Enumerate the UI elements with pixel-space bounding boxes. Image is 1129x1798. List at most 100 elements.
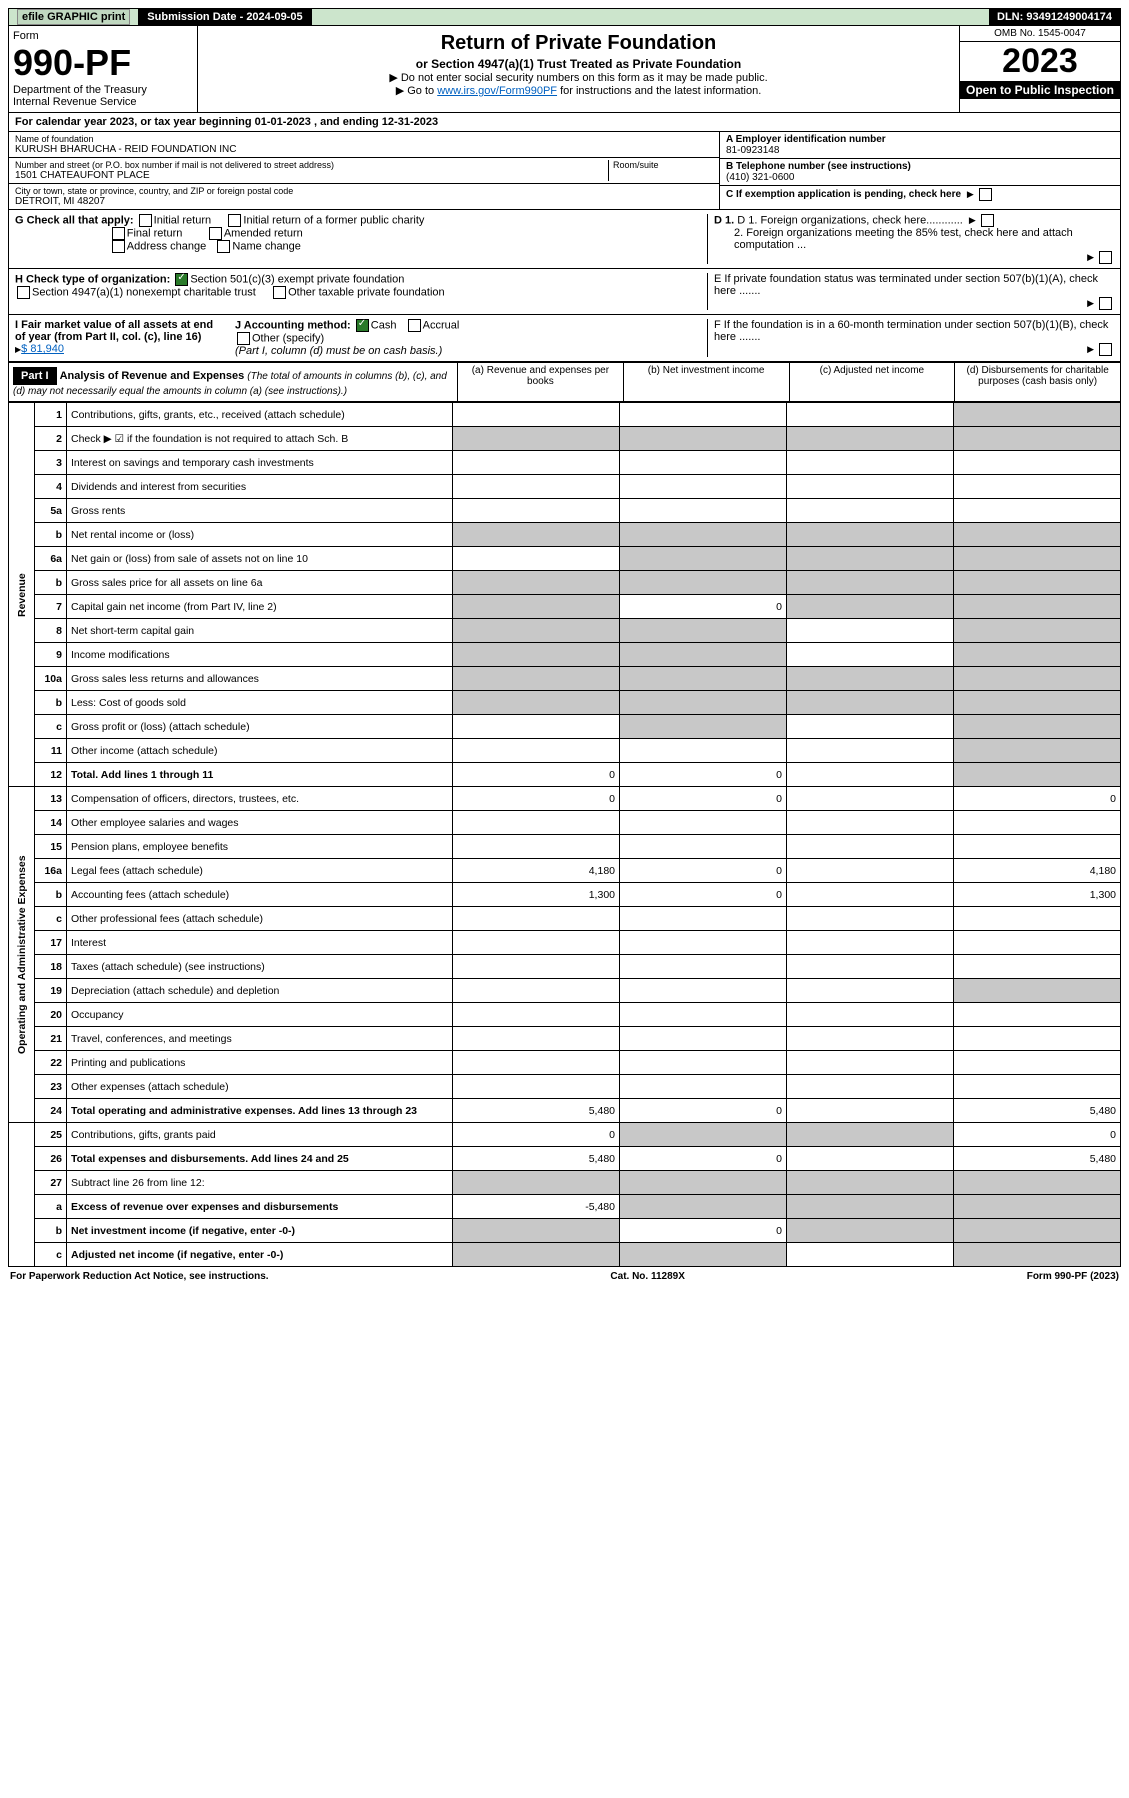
other-method-checkbox[interactable]: [237, 332, 250, 345]
line-desc: Net investment income (if negative, ente…: [67, 1219, 453, 1243]
cell-value: [453, 499, 620, 523]
cell-value: [453, 1075, 620, 1099]
foundation-city: DETROIT, MI 48207: [15, 196, 713, 207]
cell-value: -5,480: [453, 1195, 620, 1219]
line-no: 15: [35, 835, 67, 859]
initial-return-checkbox[interactable]: [139, 214, 152, 227]
line-no: c: [35, 907, 67, 931]
line-desc: Occupancy: [67, 1003, 453, 1027]
line-no: 14: [35, 811, 67, 835]
cell-shaded: [954, 619, 1121, 643]
calendar-year: For calendar year 2023, or tax year begi…: [8, 113, 1121, 132]
part1-header: Part I Analysis of Revenue and Expenses …: [8, 363, 1121, 402]
cell-value: [787, 979, 954, 1003]
d2-checkbox[interactable]: [1099, 251, 1112, 264]
col-d-header: (d) Disbursements for charitable purpose…: [954, 363, 1120, 401]
cell-shaded: [620, 643, 787, 667]
line-no: 1: [35, 403, 67, 427]
cell-shaded: [453, 643, 620, 667]
cell-shaded: [453, 1219, 620, 1243]
cell-shaded: [620, 1243, 787, 1267]
initial-former-checkbox[interactable]: [228, 214, 241, 227]
cell-value: [787, 1003, 954, 1027]
accrual-checkbox[interactable]: [408, 319, 421, 332]
line-no: 12: [35, 763, 67, 787]
cell-shaded: [954, 763, 1121, 787]
revenue-label: Revenue: [9, 403, 35, 787]
line-desc: Gross profit or (loss) (attach schedule): [67, 715, 453, 739]
c-checkbox[interactable]: [979, 188, 992, 201]
cell-shaded: [954, 595, 1121, 619]
cell-shaded: [954, 715, 1121, 739]
cell-value: 4,180: [453, 859, 620, 883]
cell-value: [787, 643, 954, 667]
line-no: 24: [35, 1099, 67, 1123]
cell-shaded: [453, 619, 620, 643]
omb-number: OMB No. 1545-0047: [960, 26, 1120, 42]
cell-shaded: [453, 1243, 620, 1267]
name-change-checkbox[interactable]: [217, 240, 230, 253]
efile-label: efile GRAPHIC print: [9, 9, 139, 25]
501c3-checkbox[interactable]: [175, 273, 188, 286]
cell-value: 0: [620, 1147, 787, 1171]
line-no: b: [35, 523, 67, 547]
line-desc: Adjusted net income (if negative, enter …: [67, 1243, 453, 1267]
form-label: Form: [13, 30, 193, 42]
amended-return-checkbox[interactable]: [209, 227, 222, 240]
cell-value: 0: [453, 763, 620, 787]
e-checkbox[interactable]: [1099, 297, 1112, 310]
cell-value: [453, 979, 620, 1003]
cell-value: [620, 1051, 787, 1075]
other-taxable-checkbox[interactable]: [273, 286, 286, 299]
f-checkbox[interactable]: [1099, 343, 1112, 356]
cell-value: [453, 835, 620, 859]
form-title: Return of Private Foundation: [202, 32, 955, 55]
fmv-link[interactable]: $ 81,940: [21, 343, 64, 355]
form-header: Form 990-PF Department of the Treasury I…: [8, 26, 1121, 113]
cell-value: [787, 811, 954, 835]
address-change-checkbox[interactable]: [112, 240, 125, 253]
line-desc: Total operating and administrative expen…: [67, 1099, 453, 1123]
line-no: 3: [35, 451, 67, 475]
cell-value: [620, 1003, 787, 1027]
cell-value: 5,480: [954, 1147, 1121, 1171]
cell-value: [954, 1027, 1121, 1051]
line-no: c: [35, 715, 67, 739]
cell-value: [954, 451, 1121, 475]
expenses-label: Operating and Administrative Expenses: [9, 787, 35, 1123]
cell-value: [620, 403, 787, 427]
cell-value: [787, 787, 954, 811]
line-no: 10a: [35, 667, 67, 691]
cell-value: [954, 907, 1121, 931]
line-desc: Total. Add lines 1 through 11: [67, 763, 453, 787]
cell-value: [453, 403, 620, 427]
line-desc: Depreciation (attach schedule) and deple…: [67, 979, 453, 1003]
line-desc: Net gain or (loss) from sale of assets n…: [67, 547, 453, 571]
cell-value: [787, 883, 954, 907]
cash-checkbox[interactable]: [356, 319, 369, 332]
4947-checkbox[interactable]: [17, 286, 30, 299]
form990pf-link[interactable]: www.irs.gov/Form990PF: [437, 85, 557, 97]
cell-value: [453, 1051, 620, 1075]
foundation-name: KURUSH BHARUCHA - REID FOUNDATION INC: [15, 144, 713, 155]
line-no: c: [35, 1243, 67, 1267]
cell-value: [787, 403, 954, 427]
cell-value: [787, 619, 954, 643]
d1-label: D 1. D 1. Foreign organizations, check h…: [714, 214, 1114, 227]
cell-value: 5,480: [453, 1147, 620, 1171]
line-no: 11: [35, 739, 67, 763]
line-desc: Total expenses and disbursements. Add li…: [67, 1147, 453, 1171]
line-no: 8: [35, 619, 67, 643]
cell-value: [620, 451, 787, 475]
line-desc: Interest on savings and temporary cash i…: [67, 451, 453, 475]
cell-value: 0: [453, 787, 620, 811]
final-return-checkbox[interactable]: [112, 227, 125, 240]
cell-value: 0: [620, 859, 787, 883]
summary-spacer: [9, 1123, 35, 1267]
d1-checkbox[interactable]: [981, 214, 994, 227]
cell-value: [787, 955, 954, 979]
line-no: 20: [35, 1003, 67, 1027]
instruction-1: ▶ Do not enter social security numbers o…: [202, 71, 955, 84]
line-no: 23: [35, 1075, 67, 1099]
cell-value: 1,300: [453, 883, 620, 907]
